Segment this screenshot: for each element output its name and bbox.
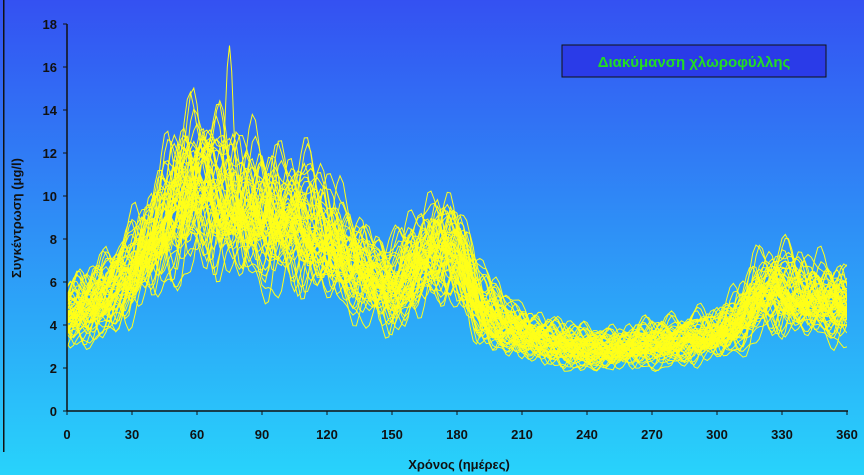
y-tick-label: 12 [43, 146, 57, 161]
y-ticks: 0 2 4 6 8 10 12 14 16 18 [43, 17, 67, 419]
series-line [67, 178, 847, 365]
x-tick-label: 300 [706, 427, 728, 442]
series-group [67, 45, 847, 373]
y-tick-label: 16 [43, 60, 57, 75]
x-axis-title: Χρόνος (ημέρες) [408, 457, 510, 472]
x-tick-label: 210 [511, 427, 533, 442]
series-line [67, 203, 847, 365]
x-tick-label: 60 [190, 427, 204, 442]
x-tick-label: 330 [771, 427, 793, 442]
series-line [67, 179, 847, 370]
x-tick-label: 240 [576, 427, 598, 442]
x-tick-label: 270 [641, 427, 663, 442]
x-ticks: 0 30 60 90 120 150 180 210 240 270 300 330 360 [63, 411, 858, 442]
series-line [67, 158, 847, 368]
series-line [67, 179, 847, 373]
y-tick-label: 18 [43, 17, 57, 32]
x-tick-label: 120 [316, 427, 338, 442]
x-tick-label: 150 [381, 427, 403, 442]
y-tick-label: 2 [50, 361, 57, 376]
left-edge-line [3, 0, 5, 452]
x-tick-label: 180 [446, 427, 468, 442]
x-tick-label: 30 [125, 427, 139, 442]
x-tick-label: 360 [836, 427, 858, 442]
legend: Διακύμανση χλωροφύλλης [561, 44, 827, 78]
x-tick-label: 0 [63, 427, 70, 442]
y-tick-label: 4 [50, 318, 58, 333]
y-axis-title: Συγκέντρωση (μg/l) [9, 158, 24, 278]
y-tick-label: 14 [43, 103, 58, 118]
y-tick-label: 6 [50, 275, 57, 290]
series-line [67, 113, 847, 365]
y-tick-label: 10 [43, 189, 57, 204]
series-line [67, 186, 847, 364]
x-tick-label: 90 [255, 427, 269, 442]
series-line [67, 152, 847, 361]
legend-box [561, 44, 827, 78]
y-tick-label: 0 [50, 404, 57, 419]
y-tick-label: 8 [50, 232, 57, 247]
legend-label: Διακύμανση χλωροφύλλης [598, 54, 791, 71]
series-line-peak [67, 45, 847, 356]
